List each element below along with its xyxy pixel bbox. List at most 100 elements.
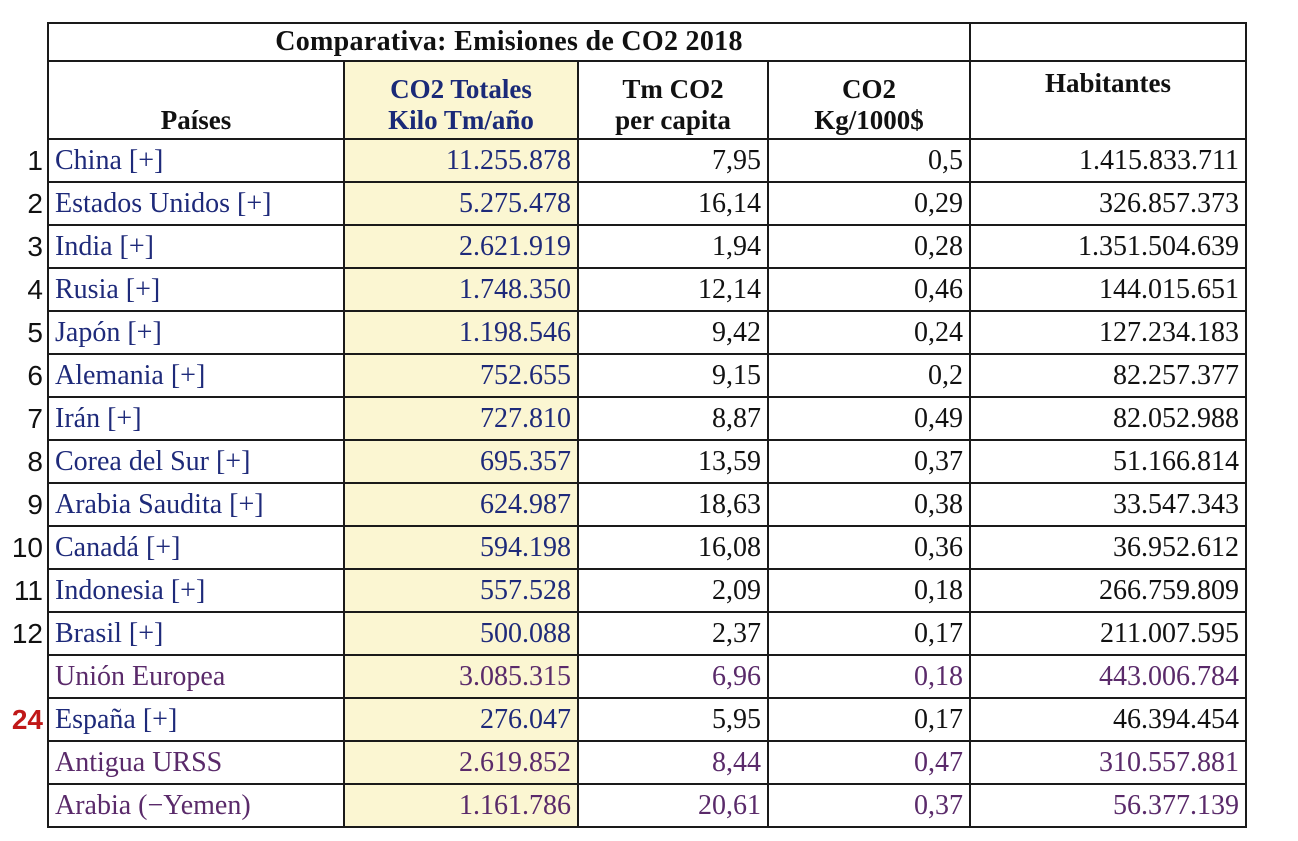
title-row: Comparativa: Emisiones de CO2 2018 bbox=[0, 22, 1247, 62]
table-row: 6 Alemania [+] 752.655 9,15 0,2 82.257.377 bbox=[0, 353, 1247, 398]
country-link[interactable]: Estados Unidos [+] bbox=[47, 181, 345, 226]
header-country[interactable]: Países bbox=[47, 60, 345, 140]
country-link[interactable]: Brasil [+] bbox=[47, 611, 345, 656]
header-row: Países CO2 Totales Kilo Tm/año Tm CO2 pe… bbox=[0, 60, 1247, 140]
rank-number: 9 bbox=[27, 488, 43, 520]
population-cell: 211.007.595 bbox=[969, 611, 1247, 656]
header-total-line1: CO2 Totales bbox=[390, 74, 532, 104]
country-link[interactable]: Irán [+] bbox=[47, 396, 345, 441]
rank-number: 10 bbox=[11, 531, 43, 563]
header-percapita[interactable]: Tm CO2 per capita bbox=[577, 60, 769, 140]
intensity-cell: 0,36 bbox=[767, 525, 971, 570]
table-body: 1 China [+] 11.255.878 7,95 0,5 1.415.833.711… bbox=[0, 138, 1247, 828]
rank-number: 5 bbox=[27, 316, 43, 348]
country-link: Antigua URSS bbox=[47, 740, 345, 785]
population-cell: 127.234.183 bbox=[969, 310, 1247, 355]
country-link[interactable]: Rusia [+] bbox=[47, 267, 345, 312]
table-row: Arabia (−Yemen) 1.161.786 20,61 0,37 56.377.… bbox=[0, 783, 1247, 828]
total-emissions-cell: 752.655 bbox=[343, 353, 579, 398]
intensity-cell: 0,37 bbox=[767, 783, 971, 828]
table-row: 10 Canadá [+] 594.198 16,08 0,36 36.952.612 bbox=[0, 525, 1247, 570]
header-population-label: Habitantes bbox=[1044, 68, 1171, 98]
intensity-cell: 0,29 bbox=[767, 181, 971, 226]
intensity-cell: 0,2 bbox=[767, 353, 971, 398]
table-row: 5 Japón [+] 1.198.546 9,42 0,24 127.234.183 bbox=[0, 310, 1247, 355]
total-emissions-cell: 3.085.315 bbox=[343, 654, 579, 699]
country-link[interactable]: China [+] bbox=[47, 138, 345, 183]
country-link[interactable]: Canadá [+] bbox=[47, 525, 345, 570]
intensity-cell: 0,17 bbox=[767, 697, 971, 742]
percapita-cell: 2,09 bbox=[577, 568, 769, 613]
percapita-cell: 9,42 bbox=[577, 310, 769, 355]
table-row: 12 Brasil [+] 500.088 2,37 0,17 211.007.595 bbox=[0, 611, 1247, 656]
percapita-cell: 20,61 bbox=[577, 783, 769, 828]
country-link[interactable]: India [+] bbox=[47, 224, 345, 269]
intensity-cell: 0,18 bbox=[767, 568, 971, 613]
percapita-cell: 13,59 bbox=[577, 439, 769, 484]
country-link[interactable]: Corea del Sur [+] bbox=[47, 439, 345, 484]
rank-number: 4 bbox=[27, 273, 43, 305]
table-row: 1 China [+] 11.255.878 7,95 0,5 1.415.833.711 bbox=[0, 138, 1247, 183]
percapita-cell: 18,63 bbox=[577, 482, 769, 527]
table-row: Unión Europea 3.085.315 6,96 0,18 443.006.78… bbox=[0, 654, 1247, 699]
percapita-cell: 2,37 bbox=[577, 611, 769, 656]
population-cell: 33.547.343 bbox=[969, 482, 1247, 527]
percapita-cell: 12,14 bbox=[577, 267, 769, 312]
intensity-cell: 0,46 bbox=[767, 267, 971, 312]
table-row: 2 Estados Unidos [+] 5.275.478 16,14 0,29 326… bbox=[0, 181, 1247, 226]
total-emissions-cell: 5.275.478 bbox=[343, 181, 579, 226]
rank-number: 11 bbox=[13, 574, 43, 606]
population-cell: 82.257.377 bbox=[969, 353, 1247, 398]
header-intensity-line2: Kg/1000$ bbox=[814, 105, 924, 135]
rank-number: 24 bbox=[11, 703, 43, 735]
intensity-cell: 0,47 bbox=[767, 740, 971, 785]
country-link[interactable]: España [+] bbox=[47, 697, 345, 742]
country-link[interactable]: Alemania [+] bbox=[47, 353, 345, 398]
country-link[interactable]: Japón [+] bbox=[47, 310, 345, 355]
total-emissions-cell: 1.161.786 bbox=[343, 783, 579, 828]
table-row: 4 Rusia [+] 1.748.350 12,14 0,46 144.015.651 bbox=[0, 267, 1247, 312]
header-intensity[interactable]: CO2 Kg/1000$ bbox=[767, 60, 971, 140]
header-total-line2: Kilo Tm/año bbox=[388, 105, 534, 135]
table-row: 3 India [+] 2.621.919 1,94 0,28 1.351.504.639 bbox=[0, 224, 1247, 269]
emissions-table-wrapper: Comparativa: Emisiones de CO2 2018 Paíse… bbox=[0, 22, 1247, 828]
population-cell: 266.759.809 bbox=[969, 568, 1247, 613]
total-emissions-cell: 624.987 bbox=[343, 482, 579, 527]
intensity-cell: 0,38 bbox=[767, 482, 971, 527]
intensity-cell: 0,18 bbox=[767, 654, 971, 699]
intensity-cell: 0,17 bbox=[767, 611, 971, 656]
percapita-cell: 16,14 bbox=[577, 181, 769, 226]
header-intensity-line1: CO2 bbox=[842, 74, 896, 104]
population-cell: 1.351.504.639 bbox=[969, 224, 1247, 269]
country-link[interactable]: Indonesia [+] bbox=[47, 568, 345, 613]
rank-number: 6 bbox=[27, 359, 43, 391]
emissions-table: Comparativa: Emisiones de CO2 2018 Paíse… bbox=[0, 22, 1247, 828]
rank-number: 8 bbox=[27, 445, 43, 477]
table-row: Antigua URSS 2.619.852 8,44 0,47 310.557.881 bbox=[0, 740, 1247, 785]
header-total[interactable]: CO2 Totales Kilo Tm/año bbox=[343, 60, 579, 140]
population-cell: 1.415.833.711 bbox=[969, 138, 1247, 183]
percapita-cell: 6,96 bbox=[577, 654, 769, 699]
intensity-cell: 0,37 bbox=[767, 439, 971, 484]
total-emissions-cell: 11.255.878 bbox=[343, 138, 579, 183]
intensity-cell: 0,28 bbox=[767, 224, 971, 269]
country-link[interactable]: Arabia Saudita [+] bbox=[47, 482, 345, 527]
rank-number bbox=[0, 655, 48, 698]
percapita-cell: 8,44 bbox=[577, 740, 769, 785]
rank-number: 2 bbox=[27, 187, 43, 219]
population-cell: 56.377.139 bbox=[969, 783, 1247, 828]
rank-number: 7 bbox=[27, 402, 43, 434]
country-link: Arabia (−Yemen) bbox=[47, 783, 345, 828]
intensity-cell: 0,24 bbox=[767, 310, 971, 355]
percapita-cell: 9,15 bbox=[577, 353, 769, 398]
total-emissions-cell: 727.810 bbox=[343, 396, 579, 441]
table-title: Comparativa: Emisiones de CO2 2018 bbox=[47, 22, 971, 62]
rank-number bbox=[0, 741, 48, 784]
rank-number: 3 bbox=[27, 230, 43, 262]
population-cell: 82.052.988 bbox=[969, 396, 1247, 441]
header-percapita-line2: per capita bbox=[615, 105, 731, 135]
intensity-cell: 0,5 bbox=[767, 138, 971, 183]
total-emissions-cell: 2.619.852 bbox=[343, 740, 579, 785]
population-cell: 443.006.784 bbox=[969, 654, 1247, 699]
header-population[interactable]: Habitantes bbox=[969, 60, 1247, 140]
